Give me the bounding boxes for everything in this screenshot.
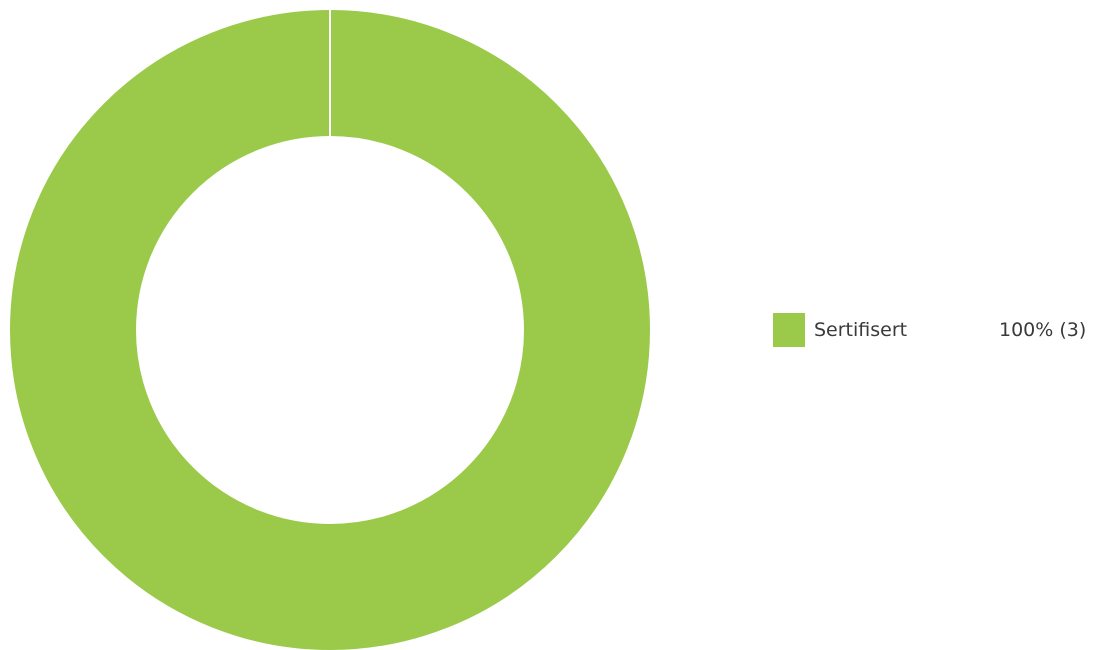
- donut-slice-sertifisert: [10, 10, 650, 650]
- chart-legend: Sertifisert 100% (3): [773, 313, 1086, 347]
- legend-swatch-sertifisert: [773, 313, 805, 347]
- legend-label: Sertifisert: [814, 319, 908, 341]
- legend-value: 100% (3): [999, 319, 1087, 341]
- donut-slices: [10, 8, 650, 650]
